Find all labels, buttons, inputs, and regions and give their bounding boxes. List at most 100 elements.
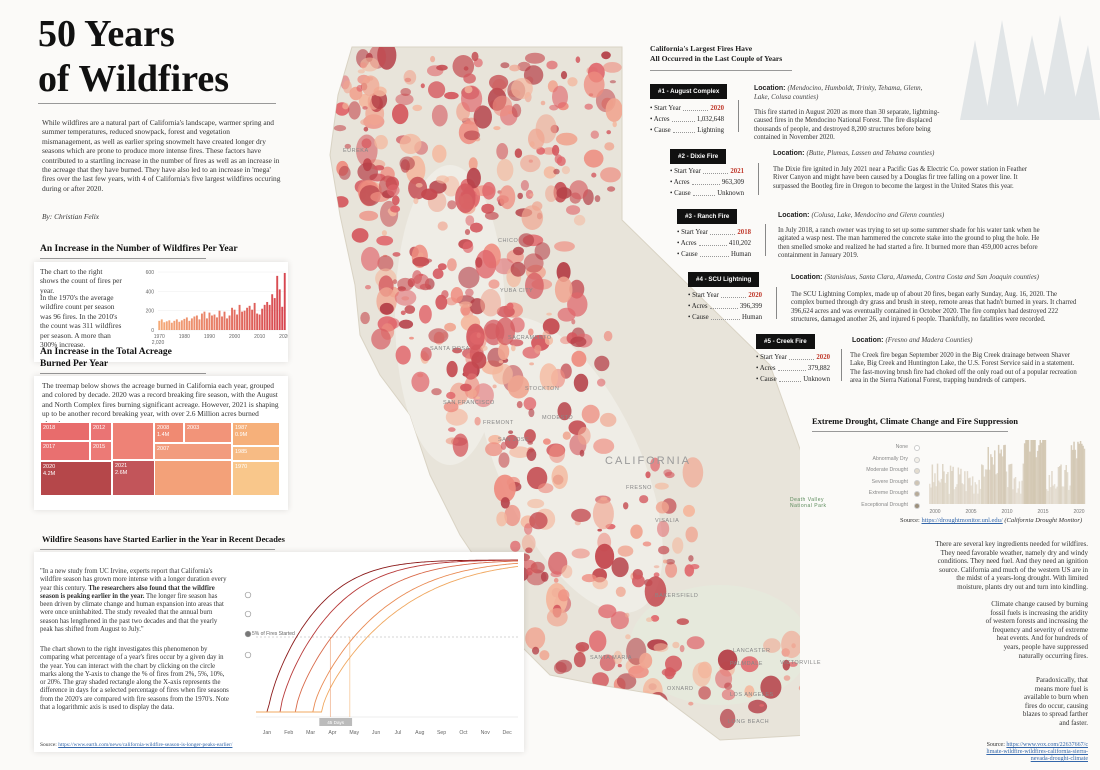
fire-perimeter xyxy=(759,704,765,707)
fire-description-3: In July 2018, a ranch owner was trying t… xyxy=(778,227,1040,260)
x-tick-label: 2020 xyxy=(279,334,288,340)
fire-perimeter xyxy=(361,75,380,97)
drought-level-dot[interactable] xyxy=(914,456,920,463)
fire-perimeter xyxy=(599,654,616,672)
bar-1981 xyxy=(185,317,188,330)
month-label: Apr xyxy=(328,730,336,736)
fire-perimeter xyxy=(561,565,573,579)
fire-tag-1: #1 - August Complex xyxy=(650,84,728,99)
drought-level-3[interactable]: Severe Drought xyxy=(850,477,920,489)
drought-level-4[interactable]: Extreme Drought xyxy=(850,488,920,500)
fire-perimeter xyxy=(601,51,611,60)
fire-stats-4: • Start Year 2020 • Acres 396,399 • Cause Hum… xyxy=(688,290,762,323)
pct-option-2[interactable] xyxy=(244,651,252,659)
stat-row: • Start Year 2021 xyxy=(670,166,744,177)
fire-perimeter xyxy=(465,215,475,226)
drought-bar xyxy=(944,482,947,504)
pct-option-10[interactable] xyxy=(244,610,252,618)
drought-bar xyxy=(929,483,931,504)
bar-2019 xyxy=(281,306,284,330)
essay-paragraph-1: There are several key ingredients needed… xyxy=(935,540,1088,591)
drought-bar xyxy=(1023,443,1026,504)
drought-bar xyxy=(948,493,950,504)
fires-per-year-card xyxy=(34,262,288,362)
bar-1993 xyxy=(216,317,218,330)
stat-label: • Cause xyxy=(677,251,698,258)
drought-bar xyxy=(956,484,958,504)
fire-perimeter xyxy=(686,636,705,650)
stat-label: • Acres xyxy=(670,179,690,186)
drought-level-dot[interactable] xyxy=(914,468,920,474)
fire-perimeter xyxy=(612,121,617,128)
season-source-link[interactable]: https://www.earth.com/news/california-wi… xyxy=(58,742,233,748)
bar-1992 xyxy=(213,314,216,330)
fire-location-2: Location: (Butte, Plumas, Lassen and Teh… xyxy=(773,149,934,157)
drought-level-dot[interactable] xyxy=(914,445,920,451)
x-tick-label: 1970 xyxy=(154,334,165,340)
drought-bar xyxy=(1025,440,1027,504)
fire-location-1: Location: (Mendocino, Humboldt, Trinity,… xyxy=(754,84,934,102)
pct-option-20[interactable] xyxy=(244,591,252,599)
drought-bar xyxy=(947,472,949,504)
drought-level-dot[interactable] xyxy=(914,491,920,497)
fire-perimeter xyxy=(374,165,385,171)
drought-bar xyxy=(957,467,960,504)
stat-row: • Acres 396,399 xyxy=(688,301,762,312)
fire-perimeter xyxy=(436,64,448,71)
cumulative-line-3 xyxy=(256,560,519,713)
fire-perimeter xyxy=(395,93,414,106)
stat-label: • Cause xyxy=(650,127,671,134)
fire-perimeter xyxy=(760,675,782,699)
fire-perimeter xyxy=(597,528,602,532)
treemap-year: 2003 xyxy=(187,425,200,431)
location-counties: (Colusa, Lake, Mendocino and Glenn count… xyxy=(811,211,945,219)
fire-perimeter xyxy=(525,627,546,650)
drought-level-5[interactable]: Exceptional Drought xyxy=(850,500,920,512)
treemap-cell-2015: 2015 xyxy=(90,441,112,461)
fire-perimeter xyxy=(379,302,394,315)
fire-perimeter xyxy=(560,71,568,80)
drought-level-2[interactable]: Moderate Drought xyxy=(850,465,920,477)
drought-level-dot[interactable] xyxy=(914,479,920,486)
y-tick-label: 0 xyxy=(151,328,154,334)
drought-level-1[interactable]: Abnormally Dry xyxy=(850,454,920,466)
fire-perimeter xyxy=(363,126,369,132)
fire-perimeter xyxy=(606,130,611,135)
drought-bar xyxy=(1079,441,1082,504)
fire-perimeter xyxy=(514,148,523,158)
fire-perimeter xyxy=(650,615,660,622)
drought-level-dot[interactable] xyxy=(914,502,920,509)
fire-perimeter xyxy=(351,228,369,243)
fire-perimeter xyxy=(525,272,544,299)
drought-bar xyxy=(961,483,963,504)
stat-leader xyxy=(710,316,740,320)
drought-bar xyxy=(1060,464,1062,504)
drought-level-0[interactable]: None xyxy=(850,442,920,454)
fire-perimeter xyxy=(591,172,597,178)
fire-perimeter xyxy=(672,641,680,649)
fire-perimeter xyxy=(513,246,524,256)
fire-perimeter xyxy=(653,643,669,653)
fire-perimeter xyxy=(413,197,419,205)
fire-perimeter xyxy=(685,526,698,543)
drought-source-link[interactable]: https://droughtmonitor.unl.edu/ xyxy=(921,517,1003,524)
bar-1972 xyxy=(163,322,166,330)
stat-row: • Acres 410,202 xyxy=(677,238,751,249)
day-difference-rect xyxy=(319,718,353,726)
bar-2020 xyxy=(283,272,286,330)
treemap-cell-2017: 2017 xyxy=(40,441,90,461)
essay-source-link[interactable]: https://www.vox.com/22637667/​climate-wi… xyxy=(986,742,1088,762)
fire-perimeter xyxy=(661,668,677,677)
treemap-cell-2010s-other xyxy=(112,422,154,460)
fire-divider xyxy=(776,287,777,319)
drought-bar xyxy=(1027,440,1030,504)
drought-bar xyxy=(1039,440,1041,504)
map-title: California's Largest Fires Have All Occu… xyxy=(650,44,783,63)
pct-option-5[interactable] xyxy=(244,630,252,638)
fire-perimeter xyxy=(556,132,578,146)
fire-perimeter xyxy=(463,73,476,84)
month-label: Dec xyxy=(502,730,512,736)
stat-leader xyxy=(709,231,736,235)
fire-perimeter xyxy=(516,401,523,409)
drought-legend: None Abnormally Dry Moderate Drought Severe… xyxy=(850,442,920,511)
